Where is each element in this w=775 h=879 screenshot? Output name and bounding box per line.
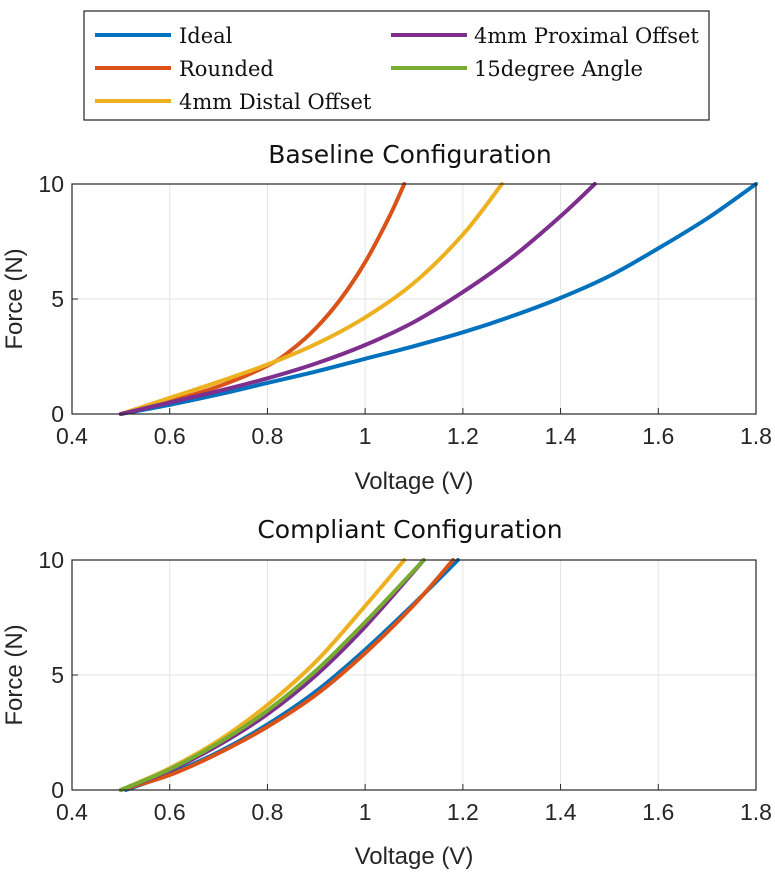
legend-label-distal: 4mm Distal Offset — [179, 90, 372, 114]
x-tick-label: 1.8 — [740, 423, 772, 449]
x-tick-label: 1.2 — [447, 799, 479, 825]
y-tick-label: 0 — [51, 401, 64, 427]
grid — [71, 559, 757, 791]
x-tick-label: 1 — [359, 799, 372, 825]
x-tick-label: 0.6 — [154, 423, 186, 449]
series-line-15degree-angle — [118, 558, 426, 792]
y-tick-label: 10 — [38, 547, 64, 573]
ticks: 0.4 0.6 0.8 1 1.2 1.4 1.6 1.8 0 5 10 — [38, 171, 772, 449]
x-tick-label: 0.6 — [154, 799, 186, 825]
y-axis-label: Force (N) — [1, 248, 28, 349]
grid — [71, 183, 757, 415]
legend-label-ideal: Ideal — [179, 24, 233, 48]
x-tick-label: 1.6 — [642, 799, 674, 825]
x-axis-label: Voltage (V) — [355, 843, 474, 870]
y-tick-label: 5 — [51, 662, 64, 688]
x-tick-label: 1.6 — [642, 423, 674, 449]
y-axis-label: Force (N) — [1, 624, 28, 725]
x-tick-label: 1.4 — [545, 423, 577, 449]
series-line-ideal — [118, 182, 758, 416]
legend: Ideal 4mm Proximal Offset Rounded 15degr… — [83, 10, 710, 121]
series-lines — [118, 182, 758, 416]
x-tick-label: 0.4 — [56, 423, 88, 449]
legend-label-angle: 15degree Angle — [474, 57, 643, 81]
x-tick-label: 1 — [359, 423, 372, 449]
legend-label-rounded: Rounded — [179, 57, 274, 81]
x-tick-label: 1.4 — [545, 799, 577, 825]
y-tick-label: 0 — [51, 777, 64, 803]
ticks: 0.4 0.6 0.8 1 1.2 1.4 1.6 1.8 0 5 10 — [38, 547, 772, 825]
series-lines — [118, 558, 460, 792]
legend-entry-ideal: Ideal — [95, 24, 233, 48]
x-tick-label: 0.8 — [251, 799, 283, 825]
series-line-4mm-proximal-offset — [118, 182, 597, 416]
legend-box — [83, 10, 710, 121]
y-tick-label: 10 — [38, 171, 64, 197]
series-line-rounded — [118, 182, 407, 416]
baseline-chart: Baseline Configuration 0.4 0.6 0.8 1 1.2 1.4 1… — [1, 140, 772, 495]
chart-title: Compliant Configuration — [257, 515, 562, 544]
chart-title: Baseline Configuration — [268, 140, 551, 169]
x-tick-label: 0.4 — [56, 799, 88, 825]
y-tick-label: 5 — [51, 286, 64, 312]
x-tick-label: 1.8 — [740, 799, 772, 825]
x-tick-label: 1.2 — [447, 423, 479, 449]
series-line-rounded — [118, 558, 456, 792]
legend-entry-proximal: 4mm Proximal Offset — [391, 24, 699, 48]
legend-label-proximal: 4mm Proximal Offset — [474, 24, 699, 48]
series-line-4mm-distal-offset — [118, 182, 504, 416]
x-axis-label: Voltage (V) — [355, 468, 474, 495]
legend-entry-rounded: Rounded — [95, 57, 274, 81]
legend-entry-distal: 4mm Distal Offset — [95, 90, 372, 114]
x-tick-label: 0.8 — [251, 423, 283, 449]
legend-entry-angle: 15degree Angle — [391, 57, 643, 81]
compliant-chart: Compliant Configuration 0.4 0.6 0.8 1 1.2 1.4… — [1, 515, 772, 870]
